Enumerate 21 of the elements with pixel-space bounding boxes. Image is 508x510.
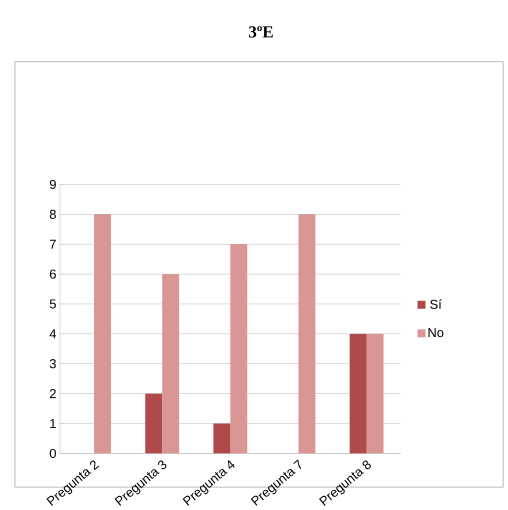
legend-label: Sí <box>430 299 442 309</box>
y-tick-label: 3 <box>50 359 56 368</box>
bar <box>213 424 230 454</box>
y-tick-label: 5 <box>50 299 56 308</box>
y-tick-label: 4 <box>50 329 56 338</box>
y-tick-label: 0 <box>50 448 56 458</box>
bar <box>366 334 384 454</box>
legend-label: No <box>428 328 444 338</box>
y-tick-label: 2 <box>50 389 56 398</box>
bar <box>162 274 180 454</box>
y-tick-label: 1 <box>50 419 56 428</box>
bar <box>94 214 111 454</box>
bar <box>350 334 367 454</box>
bar <box>298 214 316 454</box>
y-tick-label: 6 <box>50 270 56 279</box>
y-tick-label: 7 <box>50 240 56 249</box>
y-tick-label: 9 <box>50 180 56 189</box>
bar <box>230 244 248 454</box>
bar <box>145 394 162 454</box>
chart-title: 3ºE <box>248 26 273 38</box>
y-tick-label: 8 <box>50 210 56 219</box>
